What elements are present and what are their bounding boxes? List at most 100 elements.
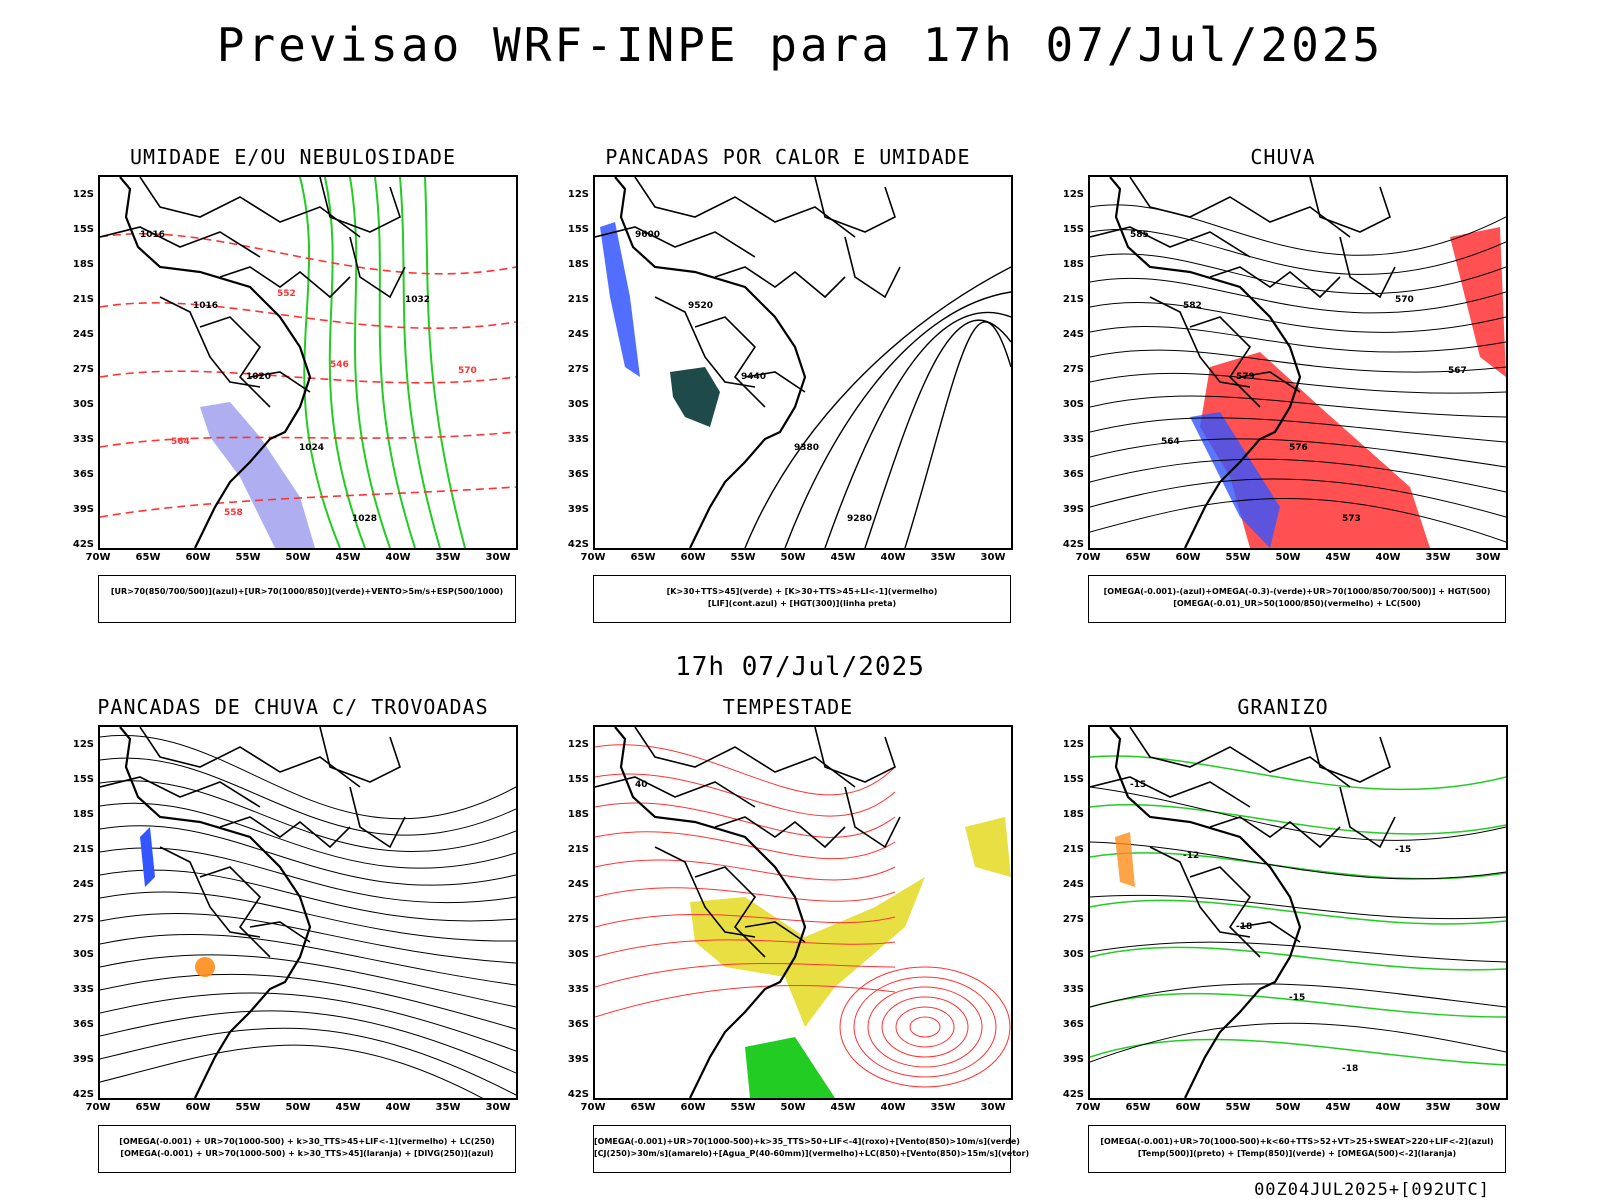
thickness-contour [100,302,516,329]
state-border [1189,316,1261,408]
geopotential-line [1090,277,1506,314]
streamline [100,825,516,886]
streamline [100,1044,483,1098]
lon-label: 70W [85,1102,111,1113]
lat-label: 24S [1062,329,1084,340]
geopotential-line [1090,228,1506,275]
legend-line: [OMEGA(-0.01)_UR>50(1000/850)(vermelho) … [1173,599,1421,608]
lat-label: 21S [567,844,589,855]
lon-label: 30W [980,552,1006,563]
map-canvas: 585 582 579 576 573 570 567 564 [1090,177,1506,548]
coastline [1109,177,1302,548]
lon-label: 30W [485,552,511,563]
mid-title: 17h 07/Jul/2025 [675,652,925,682]
lat-label: 24S [567,329,589,340]
lon-labels: 70W 65W 60W 55W 50W 45W 40W 35W 30W [86,1102,518,1116]
lon-label: 40W [385,1102,411,1113]
lon-label: 35W [1425,1102,1451,1113]
streamline [100,973,516,1030]
main-title: Previsao WRF-INPE para 17h 07/Jul/2025 [216,18,1384,72]
lat-label: 15S [72,224,94,235]
lat-label: 30S [567,949,589,960]
geopotential-line [1090,253,1506,295]
lon-label: 45W [335,552,361,563]
state-border [744,921,806,943]
streamline [595,887,896,902]
geopotential-line [1090,349,1506,373]
lat-label: 30S [72,399,94,410]
coastline [1109,727,1302,1098]
temp500-contour [1090,786,1506,841]
rain-area [1450,227,1506,377]
lon-label: 65W [1125,552,1151,563]
moisture-contour [374,177,416,548]
temp500-contour [1090,1022,1506,1063]
lon-label: 50W [285,1102,311,1113]
contour-label: 1024 [299,443,324,453]
lat-label: 15S [1062,774,1084,785]
legend-line: [OMEGA(-0.001)+UR>70(1000-500)+k<60+TTS>… [1100,1137,1494,1146]
state-border [1189,866,1261,958]
lat-label: 36S [567,1019,589,1030]
lat-label: 27S [1062,914,1084,925]
lat-label: 36S [1062,469,1084,480]
lon-label: 60W [185,552,211,563]
state-border [814,727,896,783]
contour-label: 546 [330,360,349,370]
lat-label: 36S [72,469,94,480]
panel-title: PANCADAS DE CHUVA C/ TROVOADAS [97,695,489,719]
panel-6: GRANIZO 12S 15S 18S 21S 24S 27S 30S 33S 36S 39S 42S… [1063,695,1508,1173]
lat-label: 12S [567,189,589,200]
jet-area [690,877,925,1027]
streamline [100,780,516,852]
lon-label: 30W [1475,552,1501,563]
contour-label: 1020 [246,372,271,382]
moisture-contour [349,177,391,548]
state-border [1090,226,1251,258]
lat-label: 24S [72,329,94,340]
contour-label: 582 [1183,301,1202,311]
streamline [595,859,896,881]
state-border [319,727,401,783]
state-border [814,177,896,233]
panel-5: TEMPESTADE 12S 15S 18S 21S 24S 27S 30S 33S 36S 39S… [568,695,1029,1173]
streamline [595,773,896,817]
contour-label: 552 [277,289,296,299]
state-border [844,236,901,299]
lon-label: 55W [1225,552,1251,563]
lon-label: 65W [135,552,161,563]
geopotential-line [1090,301,1506,333]
contour-label: 9280 [847,514,872,524]
geopotential-line [1090,395,1506,418]
lon-label: 60W [1175,552,1201,563]
streamline [909,1016,941,1038]
state-border [694,866,766,958]
lat-label: 12S [1062,189,1084,200]
lat-label: 18S [567,259,589,270]
contour-label: 40 [635,780,648,790]
lon-label: 70W [580,1102,606,1113]
state-border [1339,236,1396,299]
lat-label: 27S [567,914,589,925]
lon-label: 45W [1325,552,1351,563]
contour-label: 1016 [140,230,165,240]
panel-title: CHUVA [1250,145,1316,169]
contour-label: -15 [1289,993,1305,1003]
panel-legend: [OMEGA(-0.001) + UR>70(1000-500) + k>30_… [98,1125,516,1173]
lon-label: 30W [980,1102,1006,1113]
map-canvas: 1016 1016 1020 1024 1028 1032 570 564 558 552 546 [100,177,516,548]
thickness-contour [100,370,516,384]
lon-labels: 70W 65W 60W 55W 50W 45W 40W 35W 30W [86,552,518,566]
contour-label: -12 [1183,851,1199,861]
state-border [654,296,756,388]
coastline [119,727,312,1098]
geopotential-line [1090,478,1506,518]
panel-4: PANCADAS DE CHUVA C/ TROVOADAS 12S 15S 18S 2… [73,695,518,1173]
contour-label: 570 [458,366,477,376]
contour-label: 585 [1130,230,1149,240]
temp850-contour [1090,899,1506,925]
panel-title: TEMPESTADE [722,695,854,719]
state-border [1309,177,1391,233]
moisture-contour [299,177,341,548]
contour-label: 573 [1342,514,1361,524]
